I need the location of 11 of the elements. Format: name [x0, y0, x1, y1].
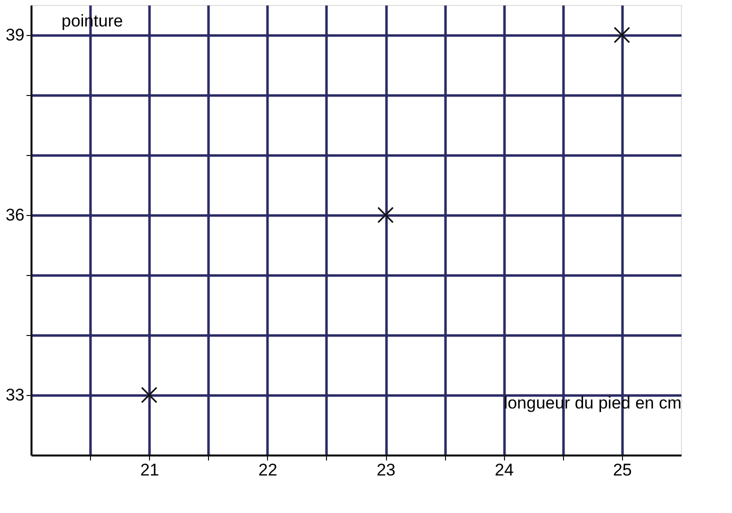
- x-tick-label: 23: [376, 460, 396, 480]
- point: [377, 206, 394, 224]
- y-tick-label: 36: [6, 206, 24, 224]
- point: [140, 386, 158, 404]
- x-tick-label: 24: [494, 460, 514, 480]
- point: [614, 26, 630, 44]
- x-tick-label: 21: [140, 460, 160, 480]
- x-tick-label: 25: [612, 460, 632, 480]
- y-tick-label: 33: [6, 386, 24, 404]
- y-tick-label: 39: [6, 26, 24, 44]
- x-tick-label: 22: [258, 460, 278, 480]
